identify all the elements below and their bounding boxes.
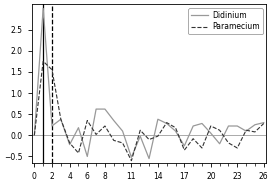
Paramecium: [33, 134, 36, 136]
Paramecium: [183, 149, 186, 151]
Didinium: [147, 157, 151, 160]
Didinium: [262, 122, 265, 124]
Paramecium: [253, 131, 257, 133]
Didinium: [156, 118, 159, 120]
Didinium: [77, 127, 80, 129]
Paramecium: [130, 160, 133, 162]
Paramecium: [218, 129, 221, 131]
Paramecium: [86, 119, 89, 122]
Paramecium: [245, 129, 248, 131]
Paramecium: [192, 138, 195, 140]
Paramecium: [227, 142, 230, 144]
Didinium: [112, 119, 115, 122]
Didinium: [94, 108, 98, 110]
Didinium: [165, 122, 168, 125]
Paramecium: [41, 60, 45, 62]
Didinium: [139, 135, 142, 137]
Paramecium: [200, 147, 204, 149]
Didinium: [50, 125, 54, 127]
Didinium: [33, 134, 36, 136]
Paramecium: [147, 138, 151, 141]
Didinium: [183, 145, 186, 147]
Paramecium: [262, 122, 265, 125]
Didinium: [174, 130, 177, 132]
Didinium: [245, 130, 248, 132]
Didinium: [253, 124, 257, 126]
Didinium: [121, 130, 124, 132]
Paramecium: [174, 127, 177, 129]
Paramecium: [209, 125, 212, 127]
Didinium: [103, 108, 106, 110]
Paramecium: [112, 139, 115, 142]
Didinium: [209, 132, 212, 134]
Paramecium: [121, 142, 124, 144]
Paramecium: [94, 133, 98, 136]
Didinium: [218, 143, 221, 145]
Didinium: [86, 155, 89, 158]
Paramecium: [77, 152, 80, 154]
Paramecium: [103, 125, 106, 127]
Paramecium: [156, 135, 159, 137]
Paramecium: [139, 129, 142, 131]
Paramecium: [50, 69, 54, 71]
Didinium: [68, 144, 71, 146]
Didinium: [200, 122, 204, 125]
Didinium: [192, 125, 195, 127]
Paramecium: [68, 142, 71, 144]
Didinium: [130, 156, 133, 158]
Paramecium: [165, 122, 168, 124]
Didinium: [59, 118, 63, 120]
Paramecium: [59, 118, 63, 120]
Legend: Didinium, Paramecium: Didinium, Paramecium: [188, 8, 263, 34]
Didinium: [227, 125, 230, 127]
Line: Paramecium: Paramecium: [34, 61, 264, 161]
Didinium: [41, 7, 45, 9]
Line: Didinium: Didinium: [34, 8, 264, 159]
Didinium: [236, 125, 239, 127]
Paramecium: [236, 147, 239, 149]
